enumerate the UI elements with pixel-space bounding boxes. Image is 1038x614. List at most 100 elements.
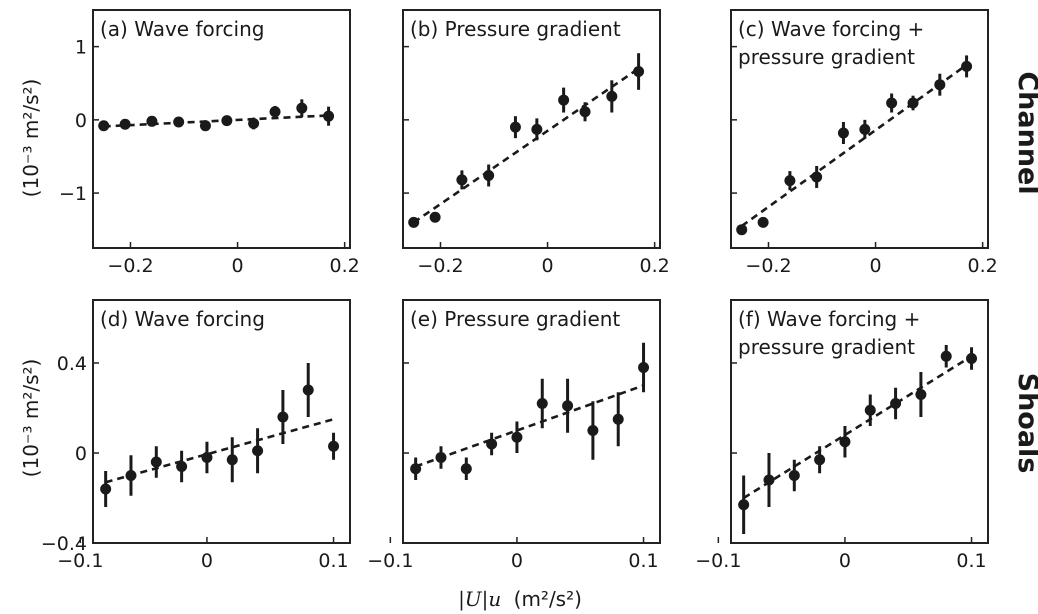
data-point — [125, 470, 137, 481]
data-point — [562, 400, 574, 412]
data-point — [429, 211, 441, 223]
data-point — [408, 216, 420, 228]
y-tick-label: 0 — [75, 443, 87, 465]
fit-line — [740, 63, 968, 228]
data-point — [934, 79, 946, 91]
data-point — [736, 224, 748, 236]
data-point — [119, 118, 131, 130]
panel-c: −0.2 0 0.2 (c) Wave forcing + pressure gradi… — [730, 9, 998, 277]
panel-f: −0.1 0 0.1 (f) Wave forcing + pressure gradi… — [695, 299, 989, 572]
data-point — [763, 474, 775, 486]
data-point — [509, 121, 521, 133]
data-point — [837, 127, 849, 139]
data-point — [839, 436, 851, 448]
panel-title: pressure gradient — [738, 335, 915, 359]
panel-title: (e) Pressure gradient — [410, 307, 620, 331]
data-point — [269, 106, 281, 118]
panel-title: (b) Pressure gradient — [410, 17, 621, 41]
data-point — [486, 438, 498, 450]
data-point — [226, 454, 238, 466]
y-tick-label: 1 — [75, 37, 87, 59]
data-point — [915, 389, 927, 400]
data-point — [328, 440, 340, 452]
panel-a: −0.2 0 0.2 −1 0 1 (a) Wave forcing — [59, 9, 360, 277]
x-tick-label: 0.2 — [330, 255, 360, 277]
data-point — [907, 97, 919, 109]
fit-line — [742, 355, 973, 500]
x-tick-label: −0.1 — [57, 550, 103, 572]
panel-d: −0.1 0 0.1 −0.4 0 0.4 (d) Wave forcing — [41, 299, 351, 572]
data-point — [864, 404, 876, 416]
data-point — [302, 384, 314, 396]
data-point — [536, 398, 548, 409]
x-tick-label: 0 — [511, 550, 523, 572]
y-tick-label: 0 — [75, 110, 87, 132]
data-point — [811, 171, 823, 183]
panel-e: −0.1 0 0.1 (e) Pressure gradient — [367, 299, 661, 572]
x-tick-label: 0.2 — [968, 255, 998, 277]
panel-title: pressure gradient — [738, 45, 915, 69]
x-axis-label-prefix: |U|u — [458, 587, 501, 612]
data-point — [323, 110, 335, 122]
fit-line — [415, 384, 644, 468]
x-tick-label: 0 — [870, 255, 882, 277]
data-point — [638, 362, 650, 373]
x-tick-label: −0.2 — [745, 255, 791, 277]
panel-frame — [730, 9, 989, 249]
panel-title: (a) Wave forcing — [100, 17, 264, 41]
x-tick-label: 0 — [232, 255, 244, 277]
panel-frame — [92, 9, 351, 249]
panel-frame — [402, 9, 661, 249]
data-point — [277, 411, 289, 423]
data-point — [890, 398, 902, 409]
x-tick-label: 0.1 — [628, 550, 658, 572]
panel-title: (c) Wave forcing + — [738, 17, 924, 41]
panel-frame — [92, 299, 351, 544]
x-tick-label: 0 — [542, 255, 554, 277]
fit-line — [105, 417, 334, 484]
panel-frame — [402, 299, 661, 544]
x-tick-label: 0.2 — [640, 255, 670, 277]
x-tick-label: −0.2 — [417, 255, 463, 277]
x-axis-label-unit: (m²/s²) — [514, 587, 582, 611]
data-point — [784, 175, 796, 187]
x-tick-label: 0.1 — [956, 550, 986, 572]
x-tick-label: −0.1 — [367, 550, 413, 572]
data-point — [558, 94, 570, 106]
y-tick-label: −0.4 — [41, 533, 87, 555]
x-tick-label: 0 — [839, 550, 851, 572]
panels: −0.2 0 0.2 −1 0 1 (a) Wave forcing −0.2 0 0.2 (b) … — [41, 9, 998, 572]
y-tick-label: 0.4 — [57, 353, 87, 375]
data-point — [886, 97, 898, 109]
data-point — [633, 66, 645, 78]
data-point — [410, 463, 422, 475]
panel-title: (d) Wave forcing — [100, 307, 265, 331]
data-point — [531, 123, 543, 135]
data-point — [221, 115, 233, 127]
data-point — [738, 499, 750, 511]
data-point — [612, 413, 624, 425]
data-point — [788, 470, 800, 481]
x-tick-label: 0.1 — [318, 550, 348, 572]
data-point — [100, 483, 112, 495]
data-point — [252, 445, 264, 457]
x-tick-label: −0.2 — [107, 255, 153, 277]
data-point — [201, 452, 213, 463]
data-point — [940, 350, 952, 362]
data-point — [859, 123, 871, 135]
data-point — [460, 463, 472, 475]
row-label-channel: Channel — [1012, 71, 1038, 194]
y-axis-label-channel: (10⁻³ m²/s²) — [19, 79, 43, 198]
data-point — [966, 353, 978, 364]
data-point — [579, 106, 591, 118]
data-point — [606, 90, 618, 102]
data-point — [961, 60, 973, 72]
panel-frame — [730, 299, 989, 544]
data-point — [456, 174, 468, 186]
x-axis-label: |U|u (m²/s²) — [458, 587, 582, 612]
fit-line — [103, 114, 329, 128]
data-point — [435, 452, 447, 463]
data-point — [587, 425, 599, 436]
data-point — [757, 216, 769, 228]
